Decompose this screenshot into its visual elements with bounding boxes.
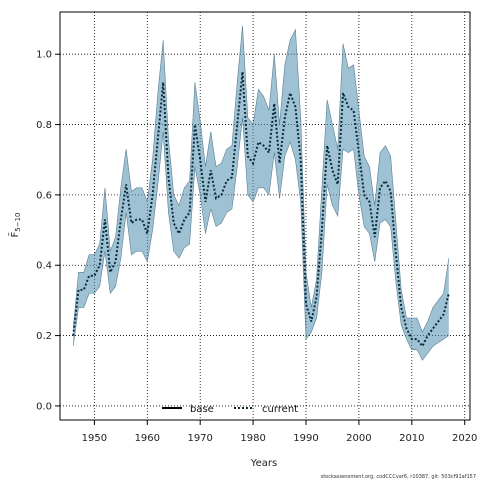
series-line-current bbox=[72, 71, 450, 349]
confidence-band bbox=[73, 26, 449, 361]
y-axis-ticks: 0.0 0.2 0.4 0.6 0.8 1.0 bbox=[36, 50, 60, 412]
legend-label-base: base bbox=[190, 404, 214, 415]
x-tick-label-1970: 1970 bbox=[187, 433, 212, 444]
y-tick-label-5: 1.0 bbox=[36, 50, 52, 61]
y-axis-label-subscript: 5−10 bbox=[14, 213, 22, 232]
y-tick-label-4: 0.8 bbox=[36, 120, 52, 131]
x-tick-label-1990: 1990 bbox=[293, 433, 318, 444]
x-tick-label-2000: 2000 bbox=[346, 433, 371, 444]
y-tick-label-0: 0.0 bbox=[36, 401, 52, 412]
y-tick-label-1: 0.2 bbox=[36, 331, 52, 342]
x-axis-ticks: 1950 1960 1970 1980 1990 2000 2010 2020 bbox=[82, 420, 477, 444]
legend: base current bbox=[162, 404, 298, 415]
x-axis-label: Years bbox=[250, 458, 277, 469]
y-axis-label: F̄5−10 bbox=[8, 213, 22, 238]
x-tick-label-2020: 2020 bbox=[452, 433, 477, 444]
confidence-band-upper-edge bbox=[72, 26, 450, 333]
legend-label-current: current bbox=[262, 404, 298, 415]
y-tick-label-2: 0.4 bbox=[36, 261, 52, 272]
footer-note: stockassessment.org, codCCCvar6, r10387,… bbox=[321, 474, 476, 480]
x-tick-label-1960: 1960 bbox=[135, 433, 160, 444]
y-axis-label-main: F̄ bbox=[8, 232, 21, 238]
x-tick-label-1980: 1980 bbox=[240, 433, 265, 444]
svg-text:F̄5−10: F̄5−10 bbox=[8, 213, 22, 238]
y-tick-label-3: 0.6 bbox=[36, 190, 52, 201]
x-tick-label-2010: 2010 bbox=[399, 433, 424, 444]
confidence-band-lower-edge bbox=[72, 117, 450, 361]
plot-frame bbox=[59, 11, 471, 421]
x-tick-label-1950: 1950 bbox=[82, 433, 107, 444]
